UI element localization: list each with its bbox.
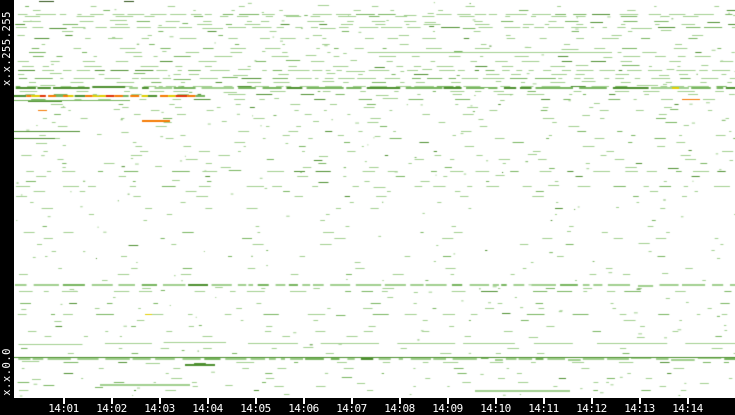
x-axis-tick xyxy=(446,398,449,404)
x-axis-tick-label: 14:13 xyxy=(624,402,655,415)
x-axis-strip xyxy=(0,398,735,415)
x-axis-tick-label: 14:03 xyxy=(144,402,175,415)
x-axis-tick-label: 14:09 xyxy=(432,402,463,415)
x-axis-tick xyxy=(158,398,161,404)
x-axis-tick xyxy=(254,398,257,404)
x-axis-tick-label: 14:08 xyxy=(384,402,415,415)
x-axis-tick-label: 14:05 xyxy=(240,402,271,415)
x-axis-tick xyxy=(350,398,353,404)
x-axis-tick xyxy=(686,398,689,404)
x-axis-tick-label: 14:02 xyxy=(96,402,127,415)
x-axis-tick-label: 14:11 xyxy=(528,402,559,415)
x-axis-tick xyxy=(398,398,401,404)
x-axis-tick-label: 14:12 xyxy=(576,402,607,415)
y-axis-label-top: x.x.255.255 xyxy=(1,11,13,87)
x-axis-tick xyxy=(494,398,497,404)
x-axis-tick-label: 14:07 xyxy=(336,402,367,415)
x-axis-tick xyxy=(110,398,113,404)
y-axis-label-bottom: x.x.0.0 xyxy=(1,348,13,396)
x-axis-tick xyxy=(302,398,305,404)
x-axis-tick-label: 14:10 xyxy=(480,402,511,415)
x-axis-tick-label: 14:01 xyxy=(48,402,79,415)
x-axis-tick-label: 14:14 xyxy=(672,402,703,415)
x-axis-tick-label: 14:06 xyxy=(288,402,319,415)
traffic-scatter-plot xyxy=(0,0,735,398)
x-axis-tick xyxy=(638,398,641,404)
x-axis-tick xyxy=(206,398,209,404)
x-axis-tick-label: 14:04 xyxy=(192,402,223,415)
x-axis-tick xyxy=(542,398,545,404)
x-axis-tick xyxy=(590,398,593,404)
y-axis-strip xyxy=(0,0,14,415)
x-axis-tick xyxy=(62,398,65,404)
